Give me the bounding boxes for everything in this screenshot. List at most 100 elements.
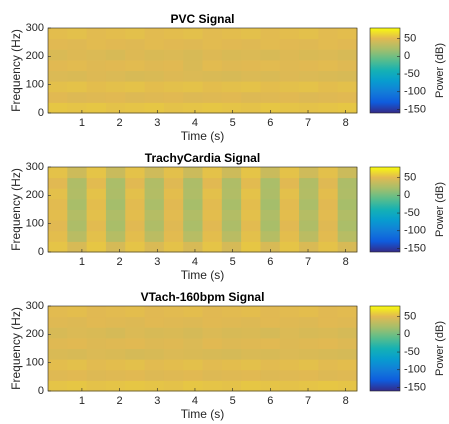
heatmap-cell [260,81,281,93]
heatmap-cell [299,177,319,189]
heatmap-cell [48,59,68,71]
y-tick-label: 100 [26,357,44,369]
heatmap-cell [67,230,88,242]
heatmap-cell [163,38,184,50]
heatmap-cell [67,337,88,349]
colorbar-tick-label: -100 [404,364,426,376]
heatmap-cell [279,102,300,114]
heatmap-cell [221,49,242,61]
heatmap-cell [144,380,165,392]
heatmap-cell [86,198,107,210]
x-tick-label: 1 [79,256,85,268]
heatmap-cell [67,369,88,381]
heatmap-cell [202,369,223,381]
heatmap-cell [105,102,126,114]
x-tick-label: 5 [230,117,236,129]
heatmap-cell [337,177,358,189]
heatmap-cell [48,306,68,318]
heatmap-cell [48,70,68,82]
x-tick-label: 4 [192,395,198,407]
heatmap-cell [260,167,281,179]
heatmap-cell [48,380,68,392]
heatmap-cell [202,91,223,103]
heatmap-cell [337,102,358,114]
heatmap-cell [221,70,242,82]
heatmap-cell [337,59,358,71]
heatmap-cell [241,177,261,189]
heatmap-cell [337,91,358,103]
heatmap-cell [202,49,223,61]
heatmap-cell [67,220,88,232]
y-tick-label: 100 [26,79,44,91]
heatmap-cell [105,306,126,318]
heatmap-cell [337,209,358,221]
heatmap-cell [183,380,203,392]
heatmap-cell [48,177,68,189]
heatmap-cell [318,59,339,71]
heatmap-cell [299,102,319,114]
heatmap-cell [241,380,261,392]
heatmap-cell [299,241,319,253]
colorbar-tick-label: 50 [404,311,416,323]
heatmap-cell [221,91,242,103]
heatmap-cell [221,230,242,242]
heatmap-cell [67,49,88,61]
colorbar [369,166,401,253]
heatmap-cell [183,70,203,82]
x-tick-label: 1 [79,395,85,407]
heatmap-cell [260,337,281,349]
colorbar-label: Power (dB) [434,43,446,98]
heatmap-cell [144,230,165,242]
heatmap-cell [202,102,223,114]
heatmap-cell [125,359,146,371]
heatmap-cell [299,220,319,232]
heatmap-cell [86,167,107,179]
y-tick-label: 300 [26,22,44,34]
heatmap-cell [163,59,184,71]
heatmap-cell [48,220,68,232]
heatmap-cell [299,306,319,318]
chart-title: PVC Signal [170,12,234,26]
heatmap-cell [318,306,339,318]
heatmap-cell [67,306,88,318]
heatmap-cell [337,28,358,40]
x-tick-label: 3 [154,395,160,407]
colorbar-tick-label: -150 [404,103,426,115]
heatmap-cell [260,230,281,242]
heatmap-cell [337,337,358,349]
heatmap-cell [241,91,261,103]
heatmap-cell [144,49,165,61]
heatmap-cell [337,198,358,210]
heatmap-cell [299,198,319,210]
heatmap-cell [144,188,165,200]
heatmap-cell [105,91,126,103]
heatmap-cell [318,49,339,61]
heatmap-cell [279,59,300,71]
heatmap-cell [221,38,242,50]
heatmap-cell [48,359,68,371]
heatmap-cell [86,306,107,318]
heatmap-cell [318,241,339,253]
heatmap-cell [67,198,88,210]
heatmap-cell [221,28,242,40]
heatmap-cell [67,380,88,392]
heatmap-cell [183,102,203,114]
heatmap-cell [163,188,184,200]
heatmap-cell [260,327,281,339]
heatmap-cell [260,59,281,71]
heatmap-cell [221,337,242,349]
heatmap-cell [318,220,339,232]
heatmap-cell [105,337,126,349]
heatmap-cell [260,188,281,200]
heatmap-cell [318,28,339,40]
heatmap-cell [105,348,126,360]
heatmap-cell [144,359,165,371]
heatmap-cell [144,59,165,71]
x-tick-label: 2 [117,117,123,129]
heatmap-cell [279,38,300,50]
heatmap-cell [318,348,339,360]
heatmap-cell [299,380,319,392]
heatmap-cell [125,316,146,328]
x-tick-label: 7 [305,395,311,407]
